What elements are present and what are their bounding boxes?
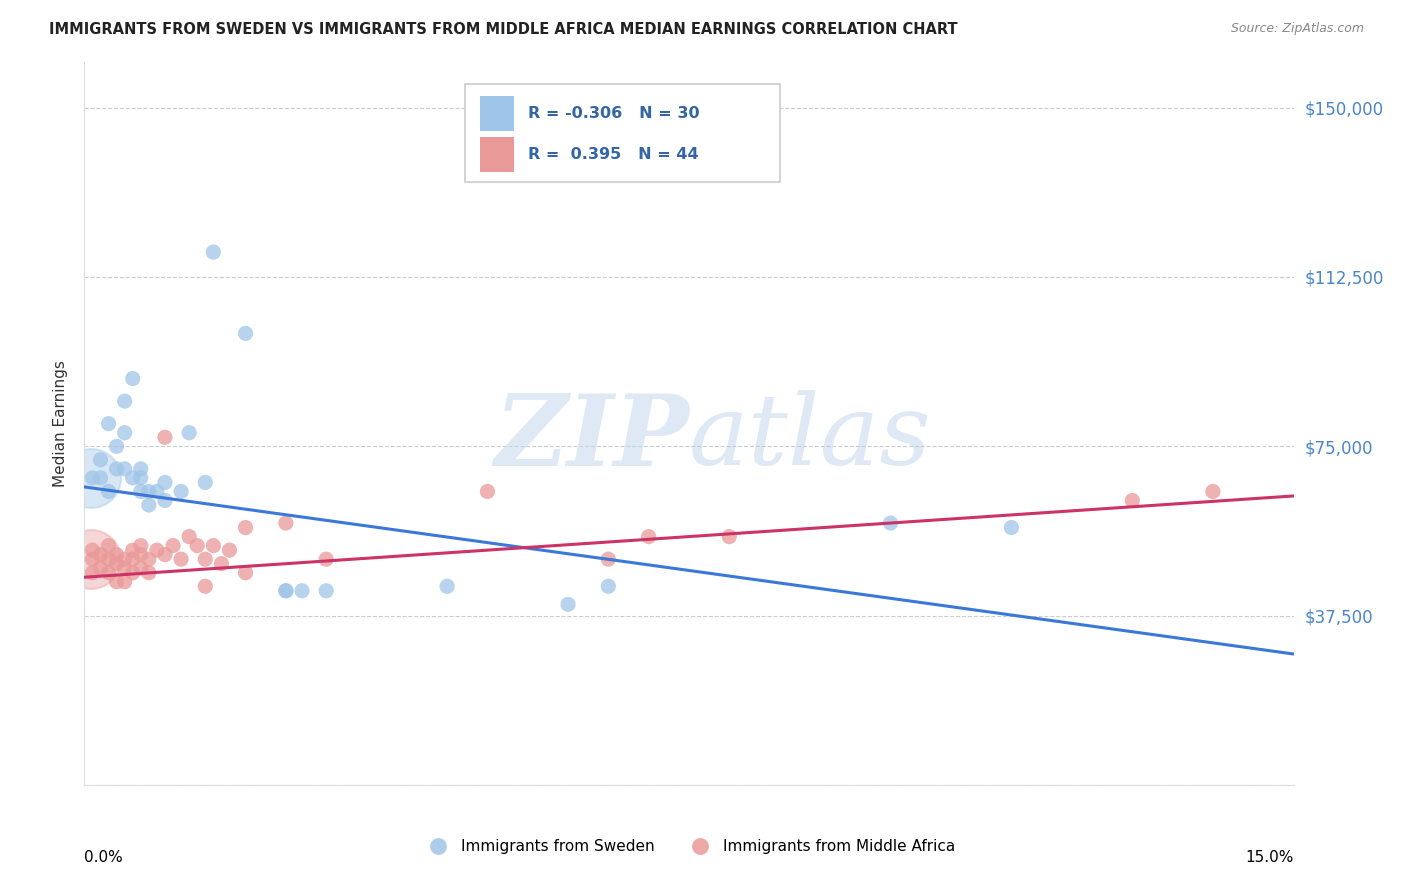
Text: 0.0%: 0.0% [84,850,124,865]
Point [274,583,297,598]
Point [129,462,152,476]
Point [194,552,217,566]
Point [235,566,257,580]
Point [235,520,257,534]
Point [97,417,120,431]
Point [121,552,143,566]
Point [121,543,143,558]
Point [82,552,104,566]
Y-axis label: Median Earnings: Median Earnings [53,360,69,487]
Point [129,539,152,553]
Legend: Immigrants from Sweden, Immigrants from Middle Africa: Immigrants from Sweden, Immigrants from … [416,833,962,861]
Text: R =  0.395   N = 44: R = 0.395 N = 44 [529,147,699,161]
Point [186,539,208,553]
Point [179,530,201,544]
Point [114,394,136,409]
Point [274,516,297,530]
Point [218,543,240,558]
Point [97,539,120,553]
Text: 15.0%: 15.0% [1246,850,1294,865]
Point [598,579,620,593]
Point [129,471,152,485]
Point [153,475,176,490]
Point [138,566,160,580]
Point [202,245,225,260]
Point [315,583,337,598]
Point [114,561,136,575]
Point [129,484,152,499]
Point [1000,520,1022,534]
Point [718,530,741,544]
Point [80,552,103,566]
Point [557,598,579,612]
Point [82,543,104,558]
Point [114,462,136,476]
FancyBboxPatch shape [465,84,780,182]
Point [637,530,659,544]
Point [82,566,104,580]
Point [89,548,111,562]
Text: atlas: atlas [689,391,932,486]
Point [121,471,143,485]
Point [114,425,136,440]
Point [97,552,120,566]
Point [162,539,184,553]
Point [598,552,620,566]
Point [1121,493,1143,508]
Point [129,548,152,562]
Point [477,484,499,499]
Point [105,439,128,453]
Point [146,543,169,558]
Point [114,552,136,566]
Point [879,516,901,530]
Point [97,484,120,499]
Point [97,566,120,580]
Text: R = -0.306   N = 30: R = -0.306 N = 30 [529,106,700,121]
Point [170,552,193,566]
Point [121,371,143,385]
Point [129,561,152,575]
Point [194,579,217,593]
Point [209,557,232,571]
Point [89,452,111,467]
Point [82,471,104,485]
Point [274,583,297,598]
Point [153,548,176,562]
Point [89,561,111,575]
Point [153,493,176,508]
FancyBboxPatch shape [479,137,513,171]
Point [80,471,103,485]
Point [235,326,257,341]
FancyBboxPatch shape [479,96,513,131]
Point [315,552,337,566]
Point [202,539,225,553]
Point [105,557,128,571]
Point [138,484,160,499]
Point [105,574,128,589]
Point [291,583,314,598]
Point [105,462,128,476]
Point [114,574,136,589]
Point [146,484,169,499]
Point [170,484,193,499]
Point [436,579,458,593]
Text: IMMIGRANTS FROM SWEDEN VS IMMIGRANTS FROM MIDDLE AFRICA MEDIAN EARNINGS CORRELAT: IMMIGRANTS FROM SWEDEN VS IMMIGRANTS FRO… [49,22,957,37]
Point [1202,484,1225,499]
Point [138,498,160,512]
Point [138,552,160,566]
Point [194,475,217,490]
Point [153,430,176,444]
Text: Source: ZipAtlas.com: Source: ZipAtlas.com [1230,22,1364,36]
Text: ZIP: ZIP [494,390,689,486]
Point [105,548,128,562]
Point [89,471,111,485]
Point [179,425,201,440]
Point [121,566,143,580]
